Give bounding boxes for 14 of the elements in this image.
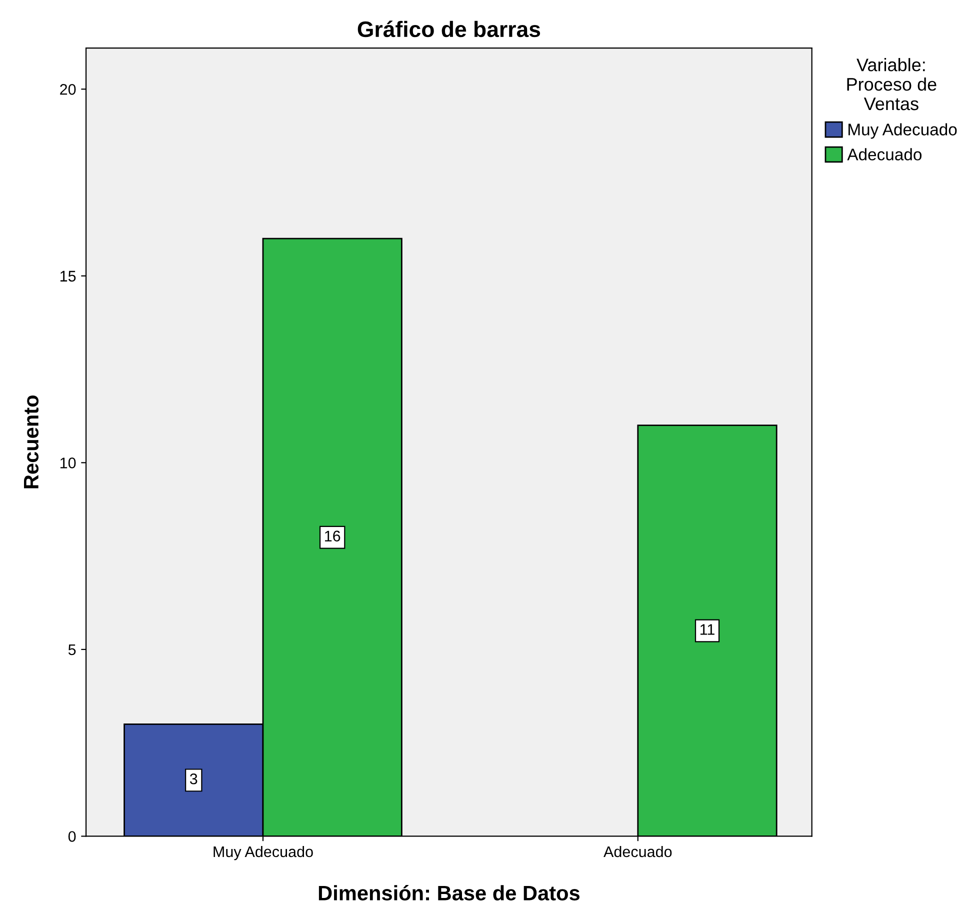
data-label: 16 (325, 530, 340, 542)
y-tick-label: 5 (68, 644, 76, 656)
y-axis-title: Recuento (24, 395, 39, 488)
legend-label: Muy Adecuado (848, 123, 957, 139)
y-tick-label: 0 (68, 831, 76, 842)
y-tick-label: 10 (60, 458, 76, 468)
data-label: 11 (700, 624, 714, 635)
x-axis-title: Dimensión: Base de Datos (318, 885, 580, 900)
y-tick-label: 15 (60, 270, 76, 282)
legend-title: Variable: Proceso de Ventas (847, 58, 936, 110)
y-tick-label: 20 (60, 84, 76, 95)
chart-title: Gráfico de barras (358, 20, 540, 38)
legend-label: Adecuado (847, 148, 922, 160)
data-label: 3 (190, 773, 198, 784)
